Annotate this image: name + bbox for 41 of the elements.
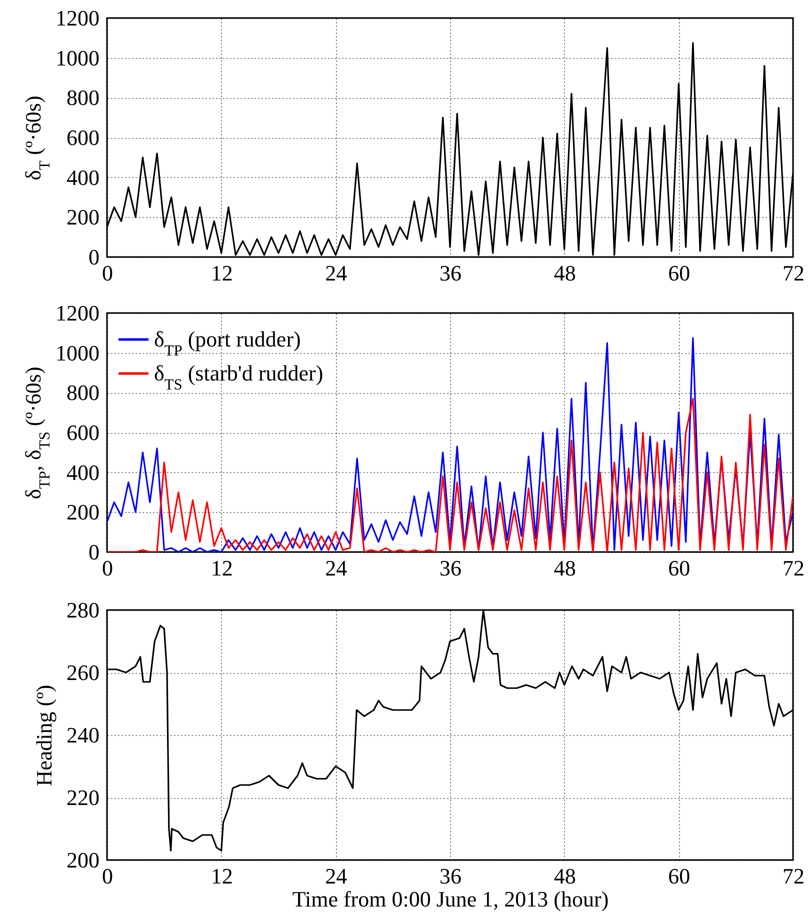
x-tick-label: 48 xyxy=(554,556,576,580)
y-tick-label: 220 xyxy=(66,785,100,810)
y-tick-label: 400 xyxy=(66,460,100,485)
y-tick-label: 200 xyxy=(66,848,100,872)
x-tick-label: 60 xyxy=(668,260,690,286)
y-tick-label: 400 xyxy=(66,164,100,190)
legend-label: δ$_{TP}$ (port rudder) xyxy=(154,326,301,359)
y-tick-label: 280 xyxy=(66,598,100,622)
y-tick-label: 1200 xyxy=(56,6,100,30)
y-tick-label: 260 xyxy=(66,660,100,685)
y-tick-label: 0 xyxy=(88,540,100,564)
x-tick-label: 24 xyxy=(325,556,348,580)
y-tick-label: 800 xyxy=(66,85,100,110)
x-tick-label: 24 xyxy=(325,864,348,888)
x-axis-title: Time from 0:00 June 1, 2013 (hour) xyxy=(292,886,609,912)
y-tick-label: 200 xyxy=(66,204,100,230)
y-tick-label: 200 xyxy=(66,500,100,525)
x-tick-label: 12 xyxy=(210,556,233,580)
x-tick-label: 12 xyxy=(210,260,233,286)
x-tick-label: 60 xyxy=(668,864,690,888)
y-axis-title: Heading (º) xyxy=(32,684,56,786)
y-tick-label: 600 xyxy=(66,125,100,150)
x-tick-label: 72 xyxy=(782,260,804,286)
x-tick-label: 24 xyxy=(325,260,348,286)
y-tick-label: 1000 xyxy=(56,45,100,70)
x-tick-label: 36 xyxy=(440,864,462,888)
y-tick-label: 0 xyxy=(88,244,100,270)
y-tick-label: 800 xyxy=(66,380,100,406)
x-tick-label: 48 xyxy=(554,864,576,888)
y-tick-label: 240 xyxy=(66,722,100,748)
legend-label: δ$_{TS}$ (starb'd rudder) xyxy=(154,360,324,393)
y-tick-label: 1000 xyxy=(56,340,100,366)
x-tick-label: 12 xyxy=(210,864,233,888)
x-tick-label: 60 xyxy=(668,556,690,580)
x-tick-label: 72 xyxy=(782,556,804,580)
x-tick-label: 48 xyxy=(554,260,576,286)
y-tick-label: 1200 xyxy=(56,300,100,326)
x-tick-label: 36 xyxy=(440,260,462,286)
x-tick-label: 36 xyxy=(440,556,462,580)
y-tick-label: 600 xyxy=(66,420,100,445)
x-tick-label: 72 xyxy=(782,864,804,888)
